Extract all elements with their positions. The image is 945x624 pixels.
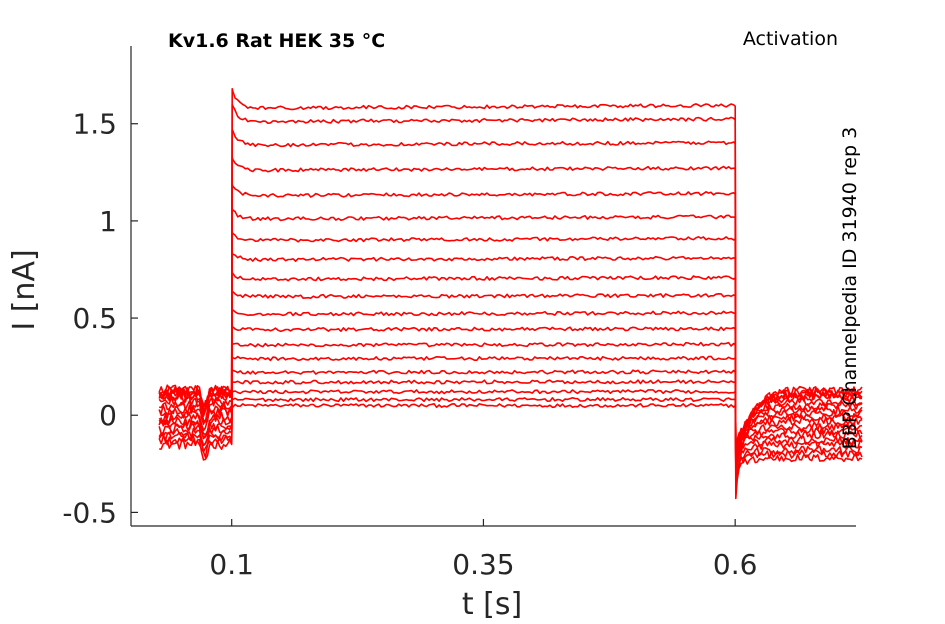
x-tick-group: 0.1 0.35 0.6 (209, 519, 757, 581)
current-trace (158, 379, 863, 455)
current-trace (158, 355, 863, 448)
current-trace (159, 403, 863, 469)
protocol-label: Activation (743, 28, 838, 50)
x-tick-label: 0.35 (452, 548, 514, 581)
y-tick-label: 1 (99, 205, 117, 238)
current-trace (158, 208, 863, 457)
current-trace (158, 341, 863, 446)
current-trace (158, 369, 863, 453)
current-trace (159, 272, 863, 446)
current-trace (158, 326, 863, 445)
current-trace (158, 290, 863, 444)
chart-title: Kv1.6 Rat HEK 35 °C (168, 30, 385, 52)
y-axis-label: I [nA] (7, 249, 42, 330)
current-trace (158, 251, 863, 448)
trace-group (158, 88, 863, 500)
x-tick-label: 0.6 (713, 548, 758, 581)
current-trace (158, 309, 863, 444)
x-tick-label: 0.1 (209, 548, 254, 581)
x-axis-label: t [s] (462, 587, 522, 622)
y-tick-label: 0.5 (72, 302, 117, 335)
y-tick-label: 0 (99, 399, 117, 432)
source-id-label: BBP Channelpedia ID 31940 rep 3 (839, 127, 861, 449)
y-tick-label: 1.5 (72, 108, 117, 141)
y-tick-label: -0.5 (62, 496, 117, 529)
current-trace (158, 389, 863, 461)
y-tick-group: -0.5 0 0.5 1 1.5 (62, 108, 138, 529)
current-trace (158, 88, 863, 500)
